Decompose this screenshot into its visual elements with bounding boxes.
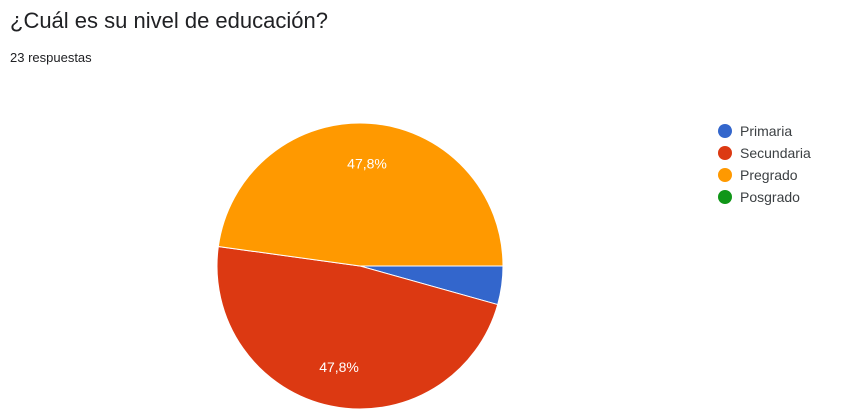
slice-label-secundaria: 47,8% <box>319 359 359 375</box>
legend-item-secundaria[interactable]: Secundaria <box>718 142 811 164</box>
slice-label-pregrado: 47,8% <box>347 155 387 171</box>
legend-item-posgrado[interactable]: Posgrado <box>718 186 811 208</box>
chart-legend: Primaria Secundaria Pregrado Posgrado <box>718 120 811 208</box>
pie-slice-pregrado[interactable] <box>217 122 504 267</box>
legend-swatch <box>718 146 732 160</box>
pie-slice-secundaria[interactable] <box>216 245 499 409</box>
response-count: 23 respuestas <box>10 50 92 65</box>
legend-swatch <box>718 168 732 182</box>
legend-label: Posgrado <box>740 189 800 205</box>
legend-item-primaria[interactable]: Primaria <box>718 120 811 142</box>
question-title: ¿Cuál es su nivel de educación? <box>10 8 328 33</box>
legend-label: Primaria <box>740 123 793 139</box>
legend-swatch <box>718 190 732 204</box>
legend-swatch <box>718 124 732 138</box>
legend-label: Pregrado <box>740 167 798 183</box>
legend-label: Secundaria <box>740 145 811 161</box>
legend-item-pregrado[interactable]: Pregrado <box>718 164 811 186</box>
